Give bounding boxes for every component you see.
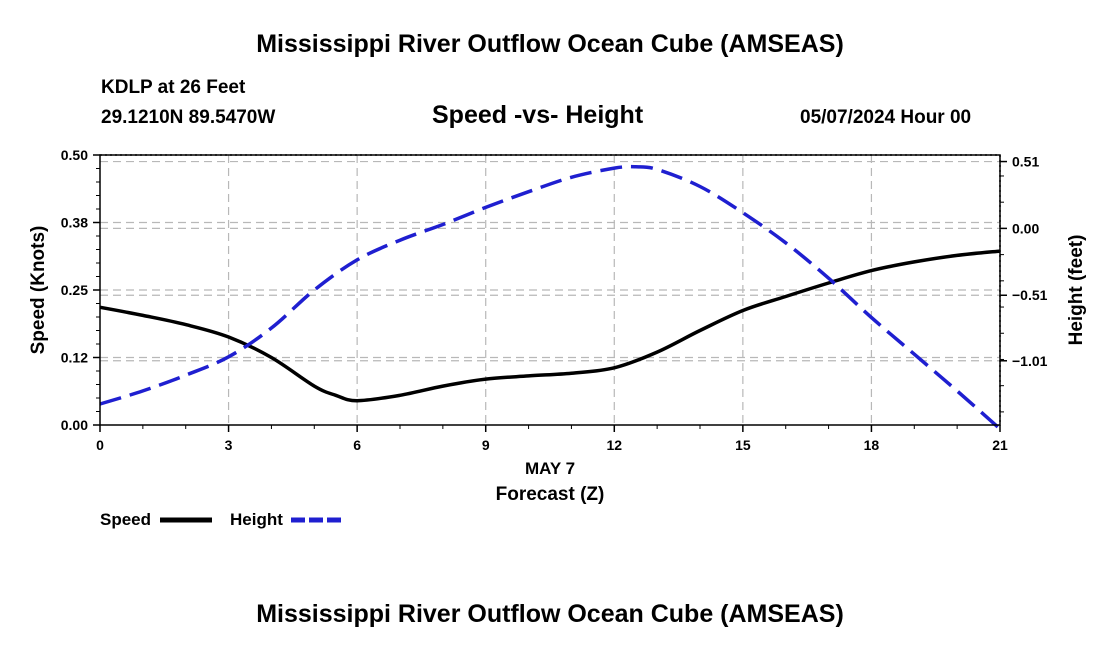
x-tick-label: 3 [225,437,233,453]
x-tick-label: 21 [992,437,1008,453]
y-tick-label: 0.25 [61,282,88,298]
y-tick-label: 0.12 [61,350,88,366]
grid-lines [100,155,1000,425]
y2-tick-label: 0.00 [1012,220,1039,236]
x-axis-label: Forecast (Z) [496,484,605,505]
series-layer [99,164,1002,431]
legend: Speed Height [100,510,343,529]
x-tick-label: 15 [735,437,751,453]
y-tick-label: 0.38 [61,215,88,231]
legend-label-height: Height [230,510,283,529]
x-tick-label: 9 [482,437,490,453]
series-line-speed [99,249,1001,403]
x-tick-label: 12 [606,437,622,453]
forecast-date: 05/07/2024 Hour 00 [800,107,972,128]
y2-tick-label: −0.51 [1012,287,1048,303]
y-tick-label: 0.50 [61,147,88,163]
y2-axis-label: Height (feet) [1066,235,1087,346]
chart-main-title: Mississippi River Outflow Ocean Cube (AM… [256,30,844,58]
y-tick-label: 0.00 [61,417,88,433]
x-date-label: MAY 7 [525,459,575,478]
legend-label-speed: Speed [100,510,151,529]
y2-tick-label: 0.51 [1012,154,1039,170]
y2-tick-label: −1.01 [1012,353,1048,369]
x-tick-label: 6 [353,437,361,453]
series-line-height [99,164,1002,431]
y-axis-label: Speed (Knots) [28,226,49,355]
station-label: KDLP at 26 Feet [101,77,246,98]
station-coordinates: 29.1210N 89.5470W [101,107,276,128]
x-tick-label: 0 [96,437,104,453]
x-tick-label: 18 [864,437,880,453]
footer-title: Mississippi River Outflow Ocean Cube (AM… [256,600,844,628]
chart-subtitle: Speed -vs- Height [432,101,644,129]
axes: 0 3 6 9 12 15 18 21 0.00 0.12 0.25 0.38 0.50 −1.01 −0.… [61,147,1048,453]
